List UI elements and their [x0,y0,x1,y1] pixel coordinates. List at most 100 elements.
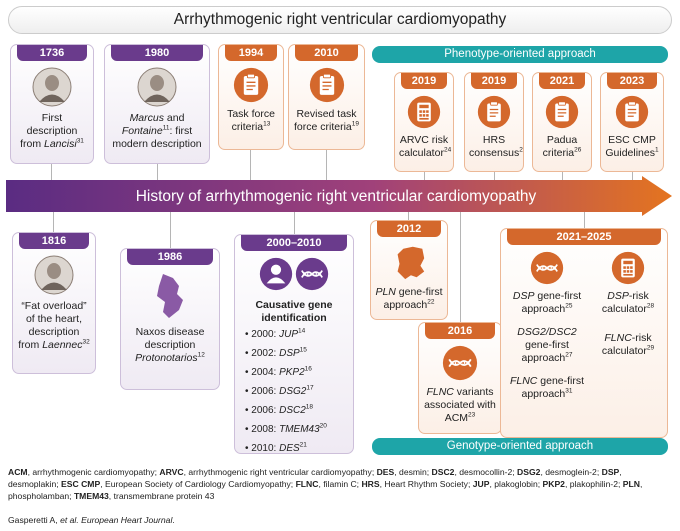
text: DSP [607,290,629,302]
definition: , arrhythmogenic right ventricular cardi… [183,467,377,477]
text: DSP [512,290,535,302]
shape [296,258,328,290]
year: 1736 [17,45,87,61]
text: 2002: [251,348,280,359]
shape: PLN gene-first approach22 [371,286,447,312]
text: 14 [298,327,306,335]
event-card: 1816 “Fat overload” of the heart, descri… [12,232,96,374]
shape [309,68,343,102]
text: Naxos disease description [135,326,205,351]
phenotype-header: Phenotype-oriented approach [372,46,668,63]
text: FLNC [426,386,454,398]
shape [35,256,73,294]
shape [138,68,176,106]
definition: , plakophilin-2; [564,479,623,489]
abbreviation: DSC2 [431,467,455,477]
text: 2019 [401,73,447,89]
title-banner: Arrhythmogenic right ventricular cardiom… [8,6,672,34]
event-text: Naxos disease description Protonotarios1… [121,326,219,365]
event-text: Marcus and Fontaine11: first modern desc… [105,112,209,151]
text: Lancisi [44,138,77,150]
timeline-label: History of arrhythmogenic right ventricu… [136,188,537,205]
year: 2000–2010 [241,235,347,251]
text: et al. [60,515,79,525]
gene-item: • 2008: TMEM4320 [245,420,353,439]
shape [615,95,649,129]
event-card: 1736 First description from Lancisi31 [10,44,94,164]
connector [157,164,158,180]
genotype-header: Genotype-oriented approach [372,438,668,455]
abbreviation: DES [376,467,395,477]
event-card: 1980 Marcus and Fontaine11: first modern… [104,44,210,164]
text: 2021 [539,73,585,89]
connector [53,212,54,232]
shape [259,257,293,291]
event-card: 2012 PLN gene-first approach22 [370,220,448,320]
text: 31 [76,137,84,145]
event-text: Task force criteria13 [219,108,283,134]
year: 2010 [295,45,358,61]
shape [408,96,440,128]
year: 1986 [127,249,213,265]
event-card: 1994 Task force criteria13 [218,44,284,150]
shape: • [245,443,252,454]
abbreviation: PKP2 [542,479,565,489]
shape [443,346,477,380]
shape: DSG2/DSC2 gene-first approach27 [505,326,589,365]
definition: , European Society of Cardiology Cardiom… [100,479,296,489]
text: 19 [351,120,359,128]
text: 2006: [251,386,280,397]
text: 11 [162,124,170,132]
text: HRS consensus [469,134,520,159]
definition: , phospholamban; [8,479,643,501]
shape [259,258,291,290]
event-text: “Fat overload” of the heart, description… [13,300,95,352]
timeline-arrow: History of arrhythmogenic right ventricu… [6,176,672,216]
event-card: 1986 Naxos disease description Protonota… [120,248,220,390]
text: 16 [304,365,312,373]
portrait [34,255,74,295]
text: 21 [299,441,307,449]
abbreviation: FLNC [295,479,319,489]
definition: , filamin C; [318,479,362,489]
event-card: 2010 Revised task force criteria19 [288,44,365,150]
text: DSG2 [279,386,307,397]
text: gene-first approach [521,375,585,400]
event-text: Revised task force criteria19 [289,108,364,134]
abbreviation: HRS [361,479,380,489]
text: 26 [574,146,582,154]
text: DSG2/DSC2 [517,326,577,338]
text: 22 [427,298,435,306]
gene-heading: Causative gene identification [255,299,333,324]
phenotype-card: 2019 ARVC risk calculator24 [394,72,454,172]
text: 2019 [471,73,517,89]
text: 18 [305,403,314,411]
connector [326,150,327,180]
definition: , arrhythmogenic cardiomyopathy; [27,467,160,477]
text: 15 [299,346,307,354]
definition: , desmoplakin; [8,467,622,489]
shape [234,68,268,102]
shape: • [245,367,252,378]
text: Revised task force criteria [294,108,357,133]
text: -risk calculator [601,332,652,357]
connector [408,212,409,220]
text: -risk calculator [601,290,649,315]
text: ARVC risk calculator [399,134,449,159]
definition: , Heart Rhythm Society; [379,479,473,489]
shape [33,68,71,106]
text: JUP [279,329,298,340]
shape [157,274,183,318]
event-card: 2000–2010 Causative gene identification … [234,234,354,454]
text: European Heart Journal [78,515,173,525]
text: 2000: [251,329,280,340]
text: Laennec [42,339,83,351]
shape [477,95,511,129]
portrait [137,67,177,107]
text: 2010: [251,443,280,454]
text: 2004: [251,367,280,378]
shape: Padua criteria26 [533,134,591,160]
shape [545,95,579,129]
shape [616,96,648,128]
